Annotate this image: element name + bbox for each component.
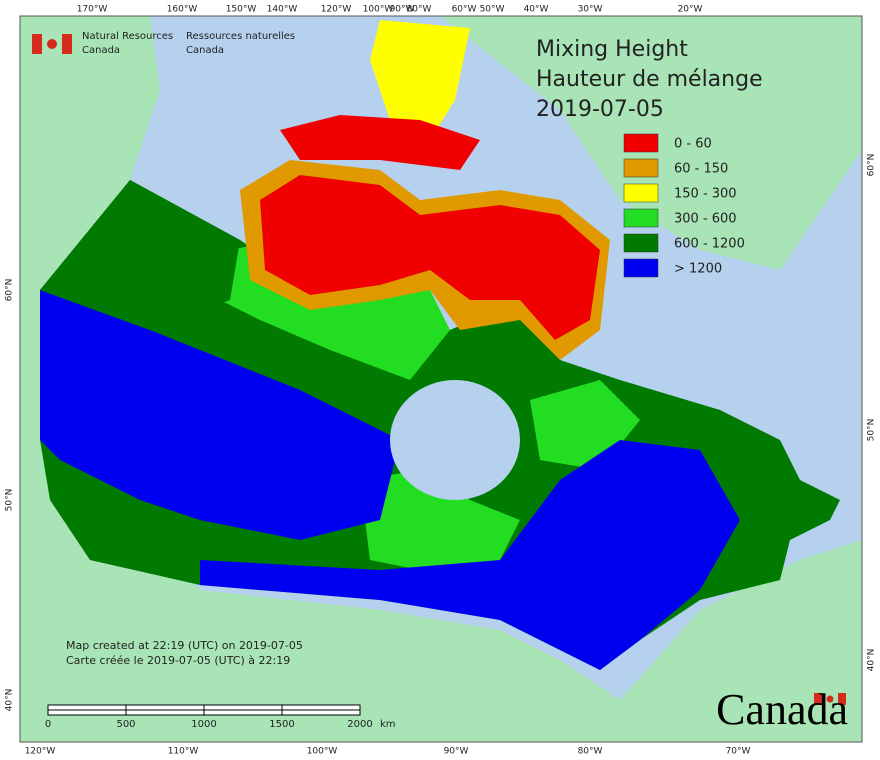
scale-segment (125, 704, 205, 711)
logo (32, 34, 846, 705)
graticule-label: 40°N (867, 649, 877, 672)
hudson-bay (390, 380, 520, 500)
flag-bar (62, 34, 72, 54)
legend-label: > 1200 (674, 262, 722, 277)
alaska (20, 16, 160, 440)
legend-swatch (623, 208, 659, 228)
graticule-label: 150°W (226, 5, 257, 15)
graticule-label: 100°W (307, 747, 338, 757)
zone-over-1200 (40, 290, 400, 540)
graticule-label: 50°N (867, 419, 877, 442)
graticule-label: 120°W (321, 5, 352, 15)
legend-label: 600 - 1200 (674, 237, 745, 252)
graticule-label: 60°W (452, 5, 477, 15)
graticule-label: 100°W (363, 5, 394, 15)
agency-fr: Ressources naturelles (186, 31, 295, 42)
scale-label: 0 (45, 719, 51, 730)
graticule-label: 60°N (5, 279, 15, 302)
scale-label: 500 (116, 719, 135, 730)
scale-segment (281, 709, 361, 716)
agency-en: Canada (82, 45, 120, 56)
zone-150-300 (370, 20, 470, 140)
flag-leaf (826, 695, 834, 703)
flag-bar (838, 693, 846, 705)
scale-label: 1500 (269, 719, 294, 730)
scale-label: 2000 (347, 719, 372, 730)
graticule-label: 90°W (390, 5, 415, 15)
legend-swatch (623, 183, 659, 203)
graticule-label: 80°W (578, 747, 603, 757)
agency-en: Natural Resources (82, 31, 173, 42)
graticule-label: 70°W (726, 747, 751, 757)
zone-600-1200 (40, 180, 240, 330)
graticule-label: 160°W (167, 5, 198, 15)
legend-label: 150 - 300 (674, 187, 737, 202)
graticule-label: 140°W (267, 5, 298, 15)
scale-segment (47, 709, 127, 716)
scale-segment (125, 709, 205, 716)
title-line: Mixing Height (536, 37, 688, 62)
graticule-label: 60°N (867, 154, 877, 177)
flag-bar (32, 34, 42, 54)
legend-label: 0 - 60 (674, 137, 712, 152)
legend-swatch (623, 258, 659, 278)
graticule-label: 110°W (168, 747, 199, 757)
wordmark: Canada (716, 685, 848, 734)
graticule-label: 90°W (444, 747, 469, 757)
graticule-label: 80°W (407, 5, 432, 15)
zone-300-600 (360, 470, 520, 570)
scale-segment (47, 704, 127, 711)
zone-0-60 (260, 175, 600, 340)
graticule-label: 50°W (480, 5, 505, 15)
graticule-label: 50°N (5, 489, 15, 512)
scale-segment (281, 704, 361, 711)
legend-label: 60 - 150 (674, 162, 728, 177)
zone-over-1200 (200, 440, 740, 670)
scale-unit: km (380, 719, 396, 730)
title-line: Hauteur de mélange (536, 67, 763, 92)
legend-label: 300 - 600 (674, 212, 737, 227)
graticule-label: 120°W (25, 747, 56, 757)
legend-swatch (623, 158, 659, 178)
map-body (20, 16, 862, 742)
scale-label: 1000 (191, 719, 216, 730)
usa (20, 440, 862, 742)
credit-line: Map created at 22:19 (UTC) on 2019-07-05 (66, 639, 303, 652)
graticule-label: 20°W (678, 5, 703, 15)
graticule-label: 40°N (5, 689, 15, 712)
agency-fr: Canada (186, 45, 224, 56)
flag-bar (814, 693, 822, 705)
flag-leaf (47, 39, 57, 49)
credit-line: Carte créée le 2019-07-05 (UTC) à 22:19 (66, 654, 290, 667)
title-line: 2019-07-05 (536, 97, 664, 122)
graticule-label: 30°W (578, 5, 603, 15)
graticule-label: 40°W (524, 5, 549, 15)
legend-swatch (623, 233, 659, 253)
scale-segment (203, 709, 283, 716)
graticule-label: 170°W (77, 5, 108, 15)
scale-segment (203, 704, 283, 711)
zone-0-60 (280, 115, 480, 170)
legend-swatch (623, 133, 659, 153)
map-border (19, 15, 863, 743)
